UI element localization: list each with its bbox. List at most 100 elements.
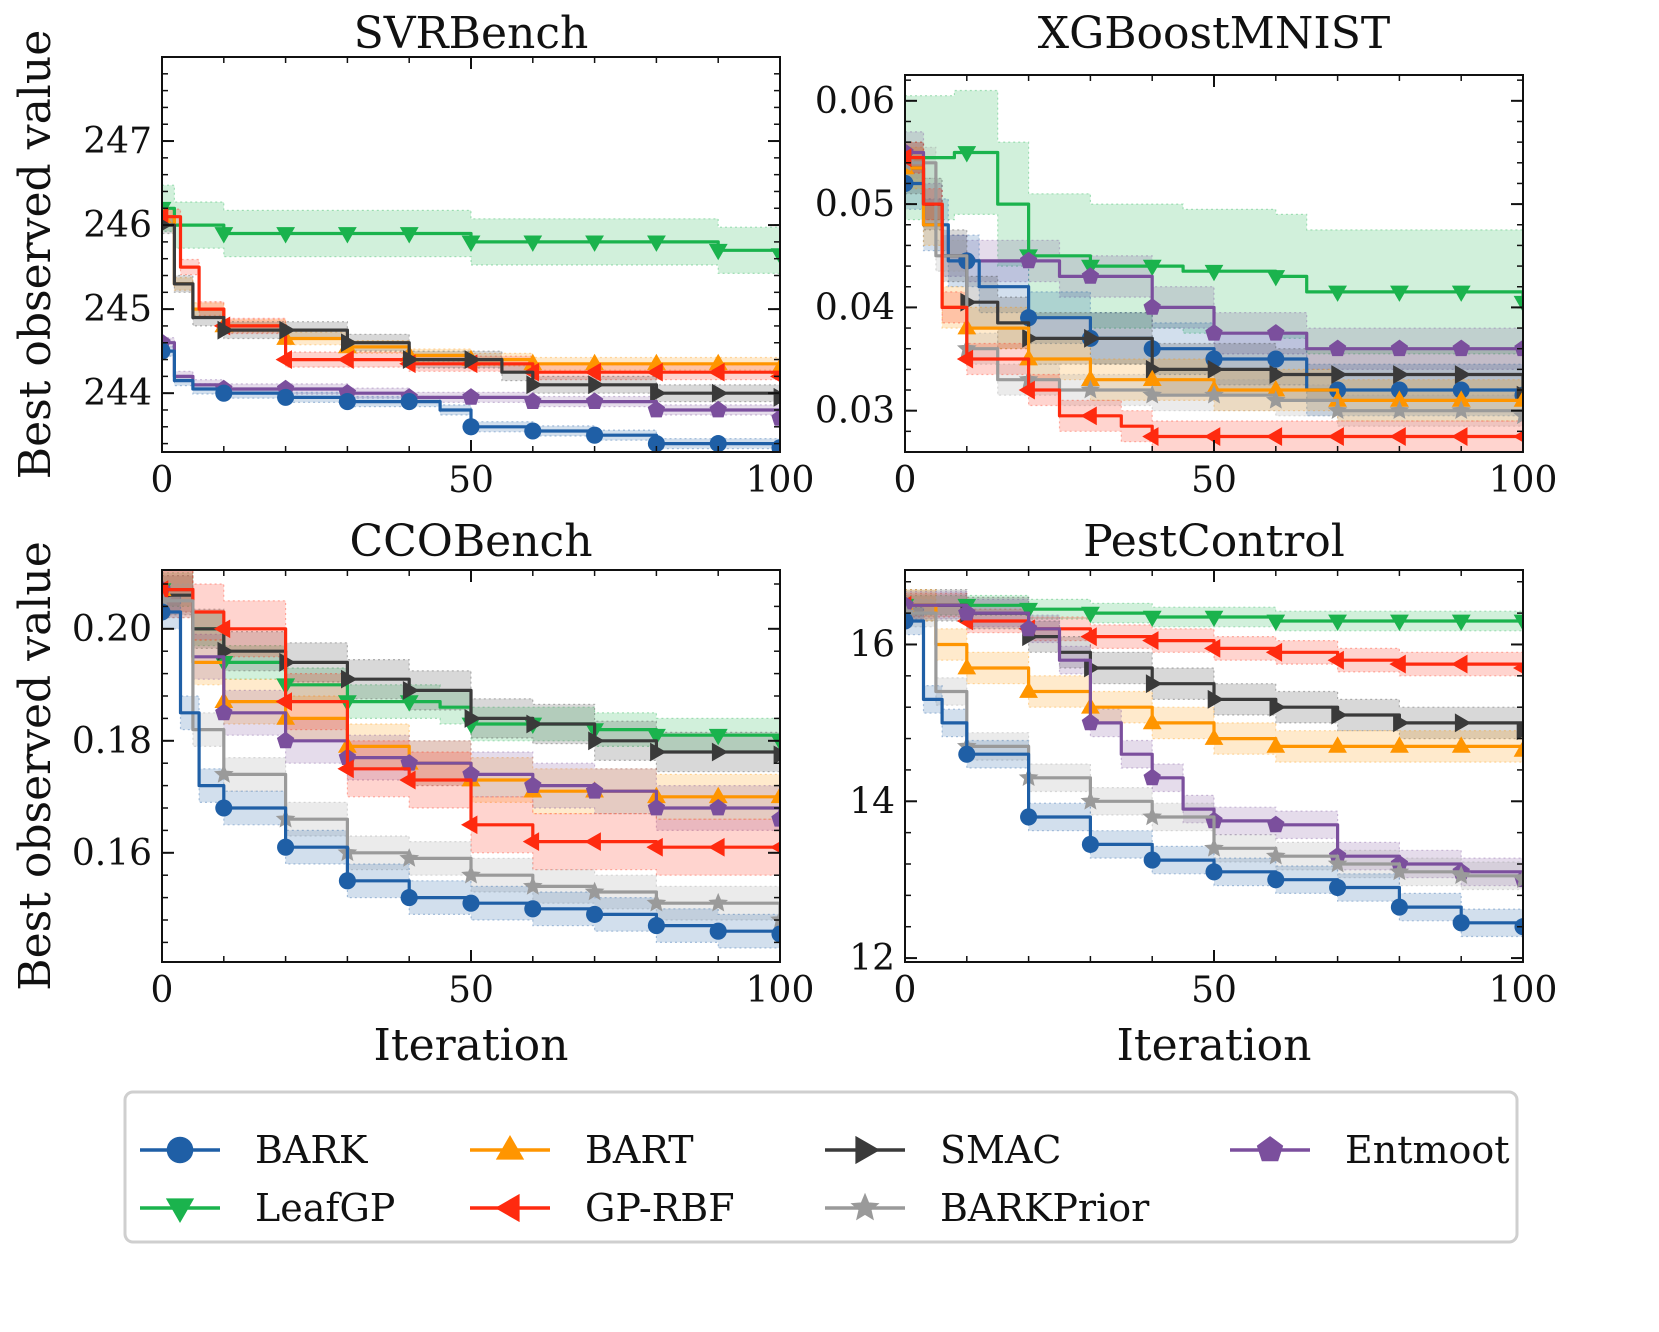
band-smac (162, 574, 780, 775)
band-bart (905, 146, 1523, 422)
marker-entmoot (771, 409, 780, 426)
marker-gp-rbf (1265, 427, 1283, 446)
marker-smac (588, 731, 605, 751)
marker-gp-rbf (1389, 654, 1406, 674)
x-tick-label: 50 (448, 460, 494, 501)
marker-gp-rbf (1327, 650, 1344, 670)
band-leafgp (162, 184, 780, 278)
x-tick-label: 100 (1489, 970, 1558, 1011)
marker-leafgp (1142, 610, 1162, 627)
marker-bark (215, 799, 233, 817)
panel-data (905, 89, 1523, 452)
marker-gp-rbf (646, 837, 663, 857)
marker-smac (1207, 359, 1224, 379)
marker-smac (1084, 328, 1101, 348)
x-axis-label: Iteration (1117, 1020, 1312, 1071)
marker-bart (1513, 390, 1523, 407)
panel-ccobench: 0 50 100 0.16 0.18 0.20 CCOBench Best observed … (10, 516, 814, 1071)
band-smac (905, 141, 1523, 421)
legend-item-leafgp: LeafGP (140, 1186, 395, 1230)
marker-bark (771, 439, 780, 452)
legend-marker (850, 1192, 880, 1221)
marker-leafgp (276, 227, 296, 244)
legend-label: BARKPrior (940, 1186, 1150, 1230)
marker-leafgp (399, 227, 419, 244)
legend-item-bart: BART (470, 1128, 694, 1172)
panel-title: SVRBench (354, 8, 589, 59)
marker-entmoot (524, 392, 542, 409)
marker-smac (711, 383, 729, 403)
marker-smac (279, 320, 296, 340)
marker-gp-rbf (584, 362, 601, 382)
marker-leafgp (1081, 606, 1100, 624)
marker-leafgp (1266, 270, 1286, 287)
marker-bark (709, 922, 727, 940)
band-bark (162, 594, 780, 951)
y-tick-label: 0.16 (72, 833, 152, 874)
marker-barkprior (1451, 865, 1472, 885)
marker-leafgp (708, 728, 728, 746)
marker-leafgp (770, 734, 780, 751)
marker-gp-rbf (1142, 631, 1159, 650)
marker-entmoot (647, 798, 666, 816)
marker-entmoot (1081, 267, 1100, 284)
legend-label: SMAC (940, 1128, 1061, 1172)
panel-data (162, 570, 780, 951)
marker-gp-rbf (1451, 427, 1468, 446)
marker-entmoot (771, 810, 780, 827)
marker-barkprior (1513, 405, 1523, 425)
marker-bark (1267, 871, 1285, 889)
panel-title: PestControl (1083, 516, 1345, 567)
marker-bark (400, 889, 418, 907)
line-gp-rbf (905, 156, 1523, 439)
y-tick-label: 247 (83, 121, 152, 162)
legend-marker (495, 1134, 525, 1160)
marker-barkprior (1327, 853, 1348, 873)
marker-barkprior (1204, 384, 1224, 404)
marker-barkprior (584, 881, 605, 901)
marker-barkprior (399, 848, 420, 867)
marker-gp-rbf (275, 350, 292, 369)
marker-leafgp (1204, 264, 1224, 282)
marker-entmoot (1328, 339, 1347, 357)
marker-gp-rbf (905, 148, 912, 168)
legend-label: Entmoot (1345, 1128, 1510, 1172)
legend-label: GP-RBF (585, 1186, 735, 1230)
marker-bart (1204, 728, 1224, 745)
marker-bark (462, 894, 480, 912)
marker-leafgp (523, 235, 543, 252)
x-tick-label: 0 (151, 970, 174, 1011)
marker-bart (770, 786, 780, 804)
marker-entmoot (276, 731, 295, 749)
marker-smac (1269, 697, 1286, 717)
marker-gp-rbf (1018, 380, 1035, 400)
marker-gp-rbf (956, 349, 974, 369)
band-entmoot (905, 590, 1523, 894)
marker-smac (650, 383, 667, 403)
marker-bark (524, 900, 542, 918)
x-tick-label: 50 (1191, 460, 1237, 501)
marker-leafgp (770, 248, 780, 265)
legend-item-entmoot: Entmoot (1230, 1128, 1510, 1172)
marker-smac (1454, 365, 1472, 384)
y-tick-label: 245 (83, 289, 152, 330)
marker-bark (1267, 350, 1285, 368)
marker-smac (1145, 674, 1163, 694)
legend-marker (166, 1136, 194, 1164)
band-entmoot (162, 570, 780, 842)
y-tick-label: 244 (83, 373, 152, 414)
marker-bark (1390, 898, 1408, 916)
x-tick-label: 0 (894, 460, 917, 501)
marker-barkprior (708, 892, 729, 912)
marker-leafgp (1513, 614, 1523, 632)
legend-marker (494, 1193, 520, 1223)
marker-smac (217, 320, 234, 340)
legend-frame (123, 1090, 1519, 1244)
marker-bark (400, 393, 418, 411)
line-bark (162, 349, 780, 448)
marker-smac (1207, 689, 1224, 709)
marker-bark (215, 384, 233, 402)
marker-bark (338, 872, 356, 890)
marker-barkprior (1080, 791, 1101, 810)
